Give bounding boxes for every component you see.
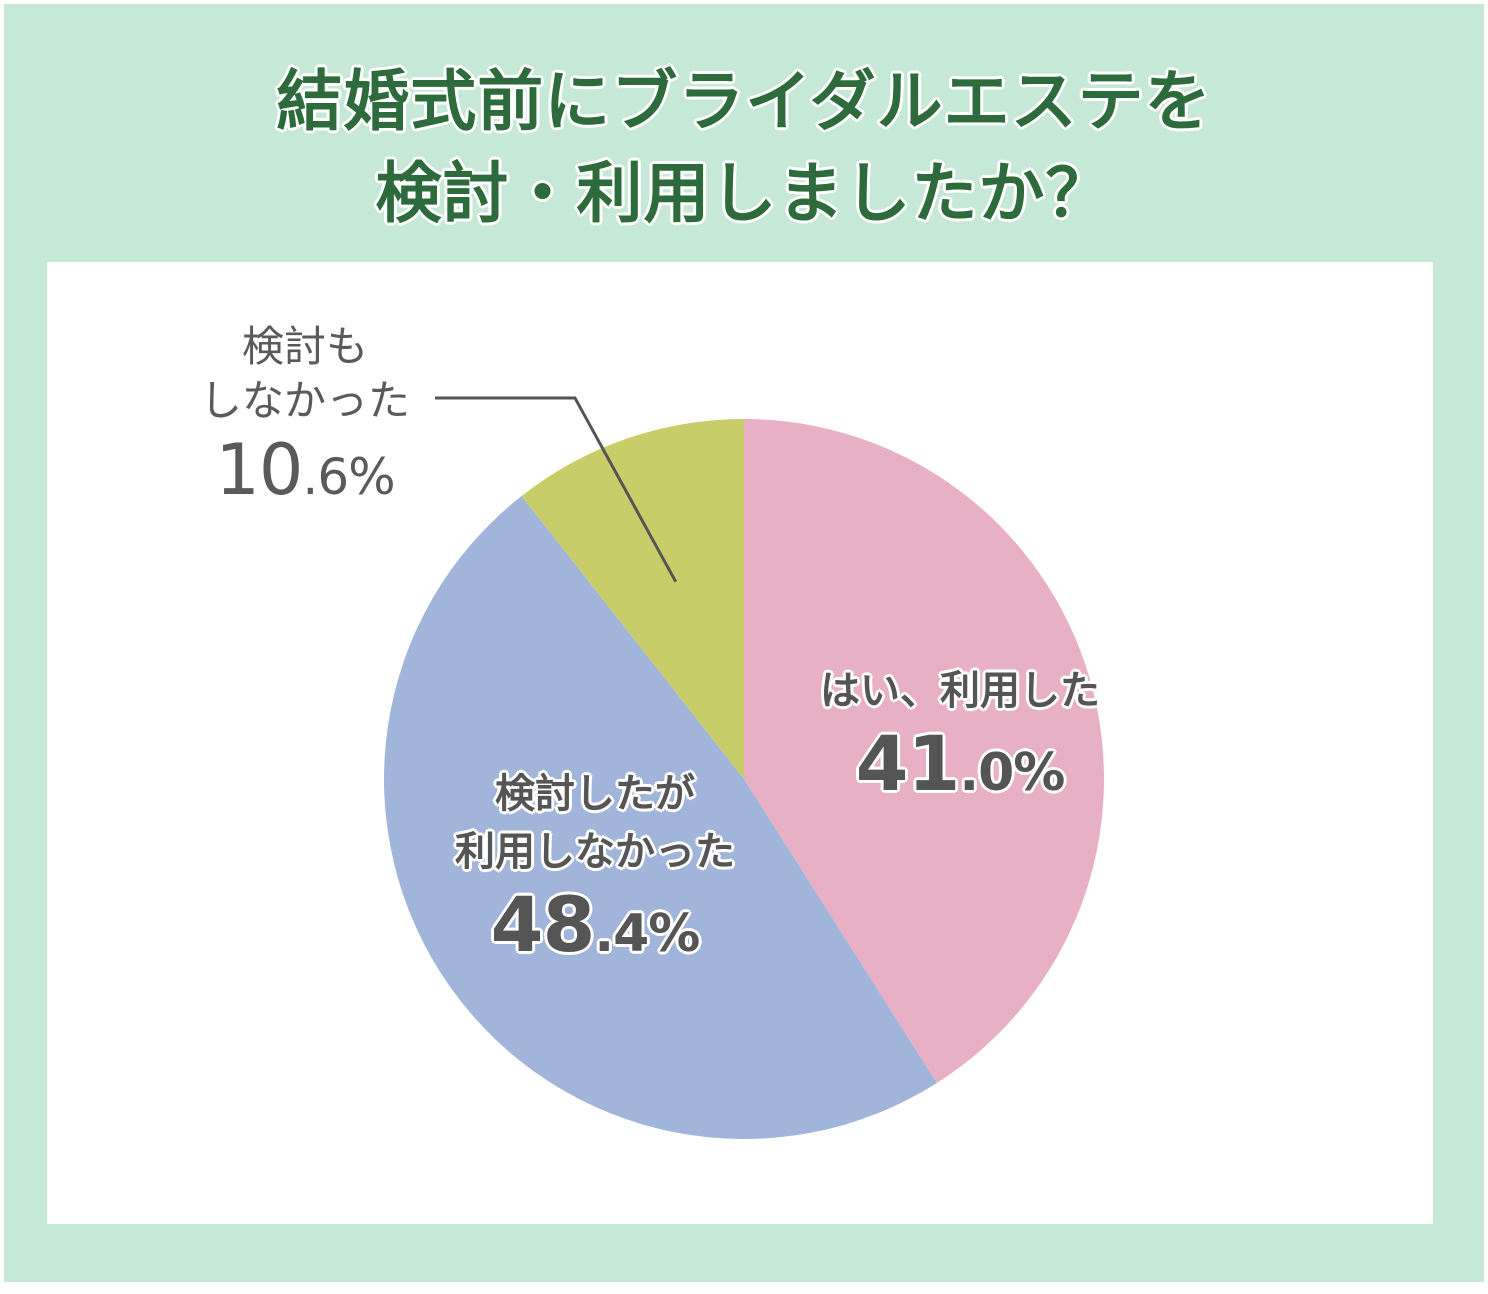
slice-label-considered-not-used-line-1: 検討したが <box>495 771 695 817</box>
data-label-considered-not-used: 検討したが 利用しなかった 48.4% <box>355 765 835 978</box>
slice-value-not-considered: 10.6% <box>215 429 395 511</box>
chart-panel: はい、利用した 41.0% 検討したが 利用しなかった 48.4% 検討も しな… <box>47 262 1433 1224</box>
data-label-yes-used: はい、利用した 41.0% <box>720 662 1200 817</box>
chart-title-line-2: 検討・利用しましたか？ <box>375 155 1113 232</box>
slice-label-not-considered-line-2: しなかった <box>199 376 410 425</box>
slice-label-yes-used: はい、利用した <box>820 668 1100 714</box>
pie-slice-yes-used <box>744 419 1105 1083</box>
slice-label-not-considered-line-1: 検討も <box>241 322 368 371</box>
slice-value-yes-used: 41.0% <box>855 719 1066 808</box>
chart-title-line-1: 結婚式前にブライダルエステを <box>276 63 1212 140</box>
slice-value-considered-not-used: 48.4% <box>490 880 701 969</box>
slice-label-considered-not-used-line-2: 利用しなかった <box>455 829 735 875</box>
pie-chart <box>383 396 1105 1140</box>
pie-slice-not-considered <box>521 419 744 779</box>
leader-line-not-considered <box>435 396 678 583</box>
data-label-not-considered: 検討も しなかった 10.6% <box>175 320 435 519</box>
chart-title: 結婚式前にブライダルエステを 検討・利用しましたか？ <box>4 56 1484 240</box>
pie-slice-considered-not-used <box>383 495 937 1140</box>
